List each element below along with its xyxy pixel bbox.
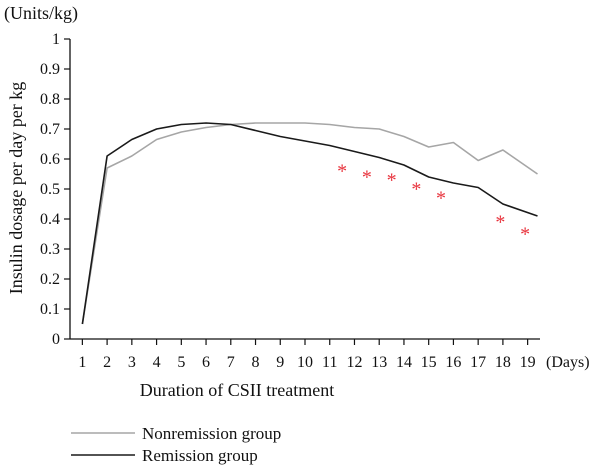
y-tick-label: 0.3	[40, 241, 60, 258]
significance-star: *	[495, 212, 505, 234]
y-tick-label: 1	[52, 31, 60, 48]
y-tick-label: 0.6	[40, 151, 60, 168]
x-axis-title: Duration of CSII treatment	[140, 380, 334, 400]
significance-star: *	[520, 224, 530, 246]
series-line-nonremission	[81, 122, 538, 325]
series-line-remission	[81, 122, 538, 325]
x-unit-label: (Days)	[546, 354, 590, 371]
x-tick-label: 10	[297, 354, 313, 371]
x-tick-label: 9	[276, 354, 284, 371]
significance-star: *	[337, 161, 347, 183]
legend-label-nonremission: Nonremission group	[142, 424, 281, 443]
significance-star: *	[411, 179, 421, 201]
x-tick-label: 14	[396, 354, 412, 371]
y-tick-label: 0.5	[40, 181, 60, 198]
x-tick-label: 18	[495, 354, 511, 371]
y-unit-label: (Units/kg)	[4, 3, 78, 24]
y-tick-label: 0.2	[40, 271, 60, 288]
y-tick-label: 0.1	[40, 301, 60, 318]
y-tick-label: 0.9	[40, 61, 60, 78]
x-tick-label: 19	[520, 354, 536, 371]
x-tick-label: 7	[227, 354, 235, 371]
y-tick-label: 0.8	[40, 91, 60, 108]
y-tick-label: 0.7	[40, 121, 60, 138]
y-axis-title: Insulin dosage per day per kg	[6, 82, 26, 294]
y-tick-label: 0.4	[40, 211, 60, 228]
x-tick-label: 17	[470, 354, 486, 371]
x-tick-label: 2	[103, 354, 111, 371]
x-tick-label: 3	[128, 354, 136, 371]
significance-star: *	[436, 188, 446, 210]
significance-star: *	[387, 170, 397, 192]
legend-label-remission: Remission group	[142, 446, 258, 465]
x-tick-label: 6	[202, 354, 210, 371]
x-tick-label: 5	[177, 354, 185, 371]
x-tick-label: 4	[153, 354, 161, 371]
y-tick-label: 0	[52, 331, 60, 348]
x-tick-label: 1	[78, 354, 86, 371]
legend: Nonremission group Remission group	[71, 424, 281, 465]
x-tick-label: 8	[252, 354, 260, 371]
x-tick-label: 13	[371, 354, 387, 371]
x-tick-label: 16	[445, 354, 461, 371]
x-tick-label: 11	[322, 354, 337, 371]
x-tick-label: 15	[421, 354, 437, 371]
significance-star: *	[362, 167, 372, 189]
x-tick-label: 12	[346, 354, 362, 371]
